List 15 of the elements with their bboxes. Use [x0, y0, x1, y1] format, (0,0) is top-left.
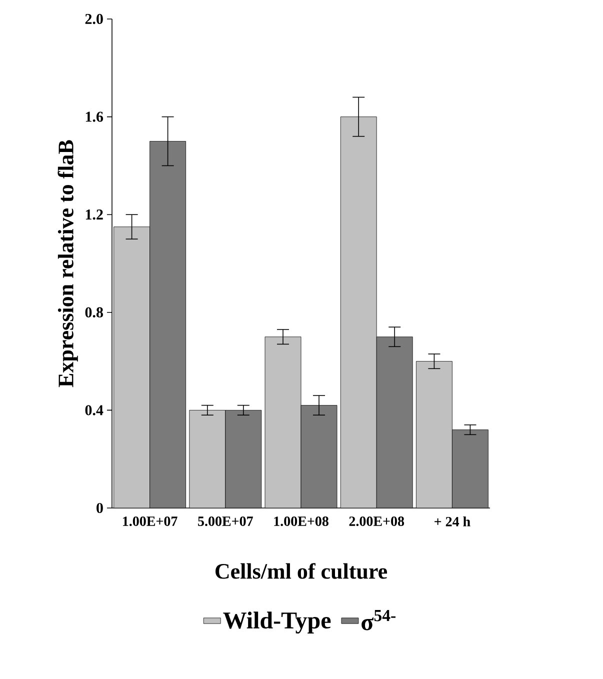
x-tick-label: 1.00E+08 [274, 516, 328, 526]
x-tick-label: 5.00E+07 [198, 516, 253, 526]
y-tick-label: 1.2 [86, 210, 103, 220]
y-tick-label: 0 [96, 502, 103, 514]
x-tick-label: + 24 h [434, 516, 470, 526]
y-tick-label: 0.4 [85, 405, 104, 416]
y-tick-label: 0.8 [85, 307, 103, 318]
y-axis-title: Expression relative to flaB [58, 140, 78, 388]
x-axis-title: Cells/ml of culture [216, 563, 388, 579]
y-tick-label: 1.6 [86, 112, 104, 122]
legend-label: σ$^{54-}$ [362, 610, 396, 630]
y-tick-label: 2.0 [85, 14, 103, 24]
legend-label: Wild-Type [223, 612, 331, 634]
x-tick-label: 2.00E+08 [349, 516, 404, 526]
x-tick-label: 1.00E+07 [123, 516, 178, 526]
